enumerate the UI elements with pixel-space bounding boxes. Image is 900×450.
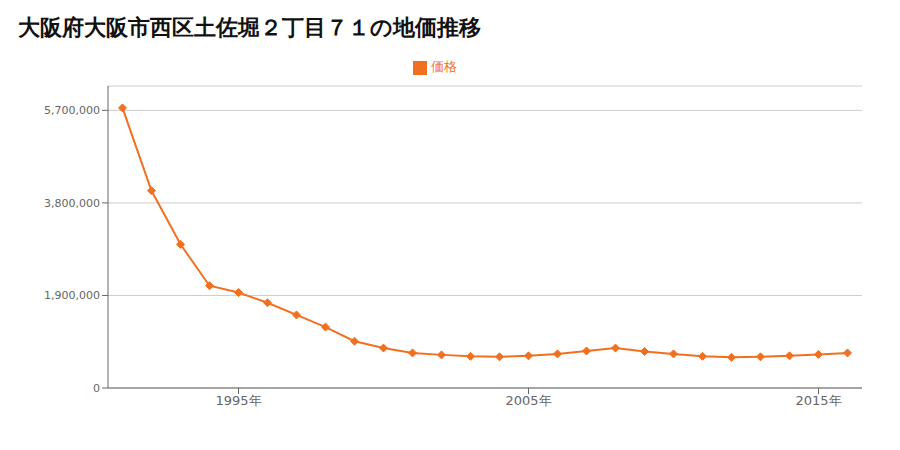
svg-text:5,700,000: 5,700,000 <box>44 104 100 117</box>
html-text:価格: 価格 <box>431 59 457 74</box>
svg-text:1,900,000: 1,900,000 <box>44 289 100 302</box>
svg-text:1995年: 1995年 <box>215 393 261 408</box>
svg-text:2005年: 2005年 <box>505 393 551 408</box>
svg-text:3,800,000: 3,800,000 <box>44 197 100 210</box>
svg-text:2015年: 2015年 <box>795 393 841 408</box>
svg-text:0: 0 <box>93 382 100 395</box>
html-text:大阪府大阪市西区土佐堀２丁目７１の地価推移: 大阪府大阪市西区土佐堀２丁目７１の地価推移 <box>18 15 481 40</box>
